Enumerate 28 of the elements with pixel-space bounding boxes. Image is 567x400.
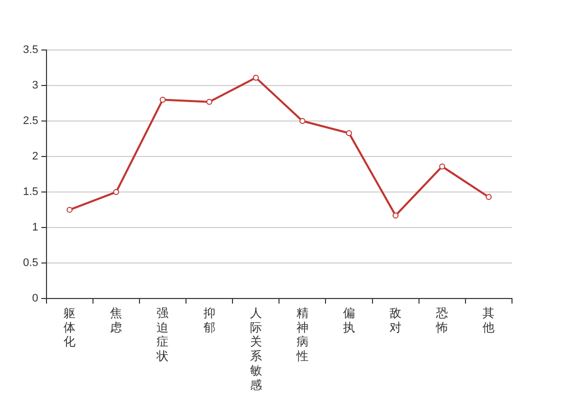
y-tick-label: 2.5 (22, 115, 38, 128)
y-tick-label: 3.5 (22, 44, 38, 56)
x-tick-label: 偏执 (343, 306, 355, 334)
y-tick-label: 3 (32, 80, 38, 92)
x-tick-label: 精神病性 (295, 306, 308, 364)
point (439, 163, 446, 170)
point (252, 74, 259, 81)
point (113, 189, 120, 196)
y-tick-label: 1 (32, 222, 38, 234)
point (160, 96, 166, 103)
x-tick-label: 抑郁 (203, 306, 216, 334)
y-tick-label: 1.5 (22, 186, 38, 198)
x-tick-label: 其他 (482, 306, 495, 334)
point (346, 130, 352, 136)
point (299, 118, 306, 124)
point (66, 206, 73, 213)
x-tick-label: 恐怖 (435, 306, 448, 334)
x-tick-label: 人际关系敏感 (250, 306, 262, 392)
point (486, 194, 492, 200)
y-tick-label: 0.5 (22, 257, 38, 270)
y-tick-label: 0 (32, 292, 38, 305)
x-tick-label: 敌对 (390, 306, 402, 334)
x-tick-label: 焦虑 (110, 306, 122, 334)
y-tick-label: 2 (32, 150, 38, 163)
x-tick-label: 躯体化 (64, 306, 76, 349)
x-tick-label: 强迫症状 (156, 306, 169, 364)
point (392, 212, 399, 218)
point (206, 98, 212, 105)
